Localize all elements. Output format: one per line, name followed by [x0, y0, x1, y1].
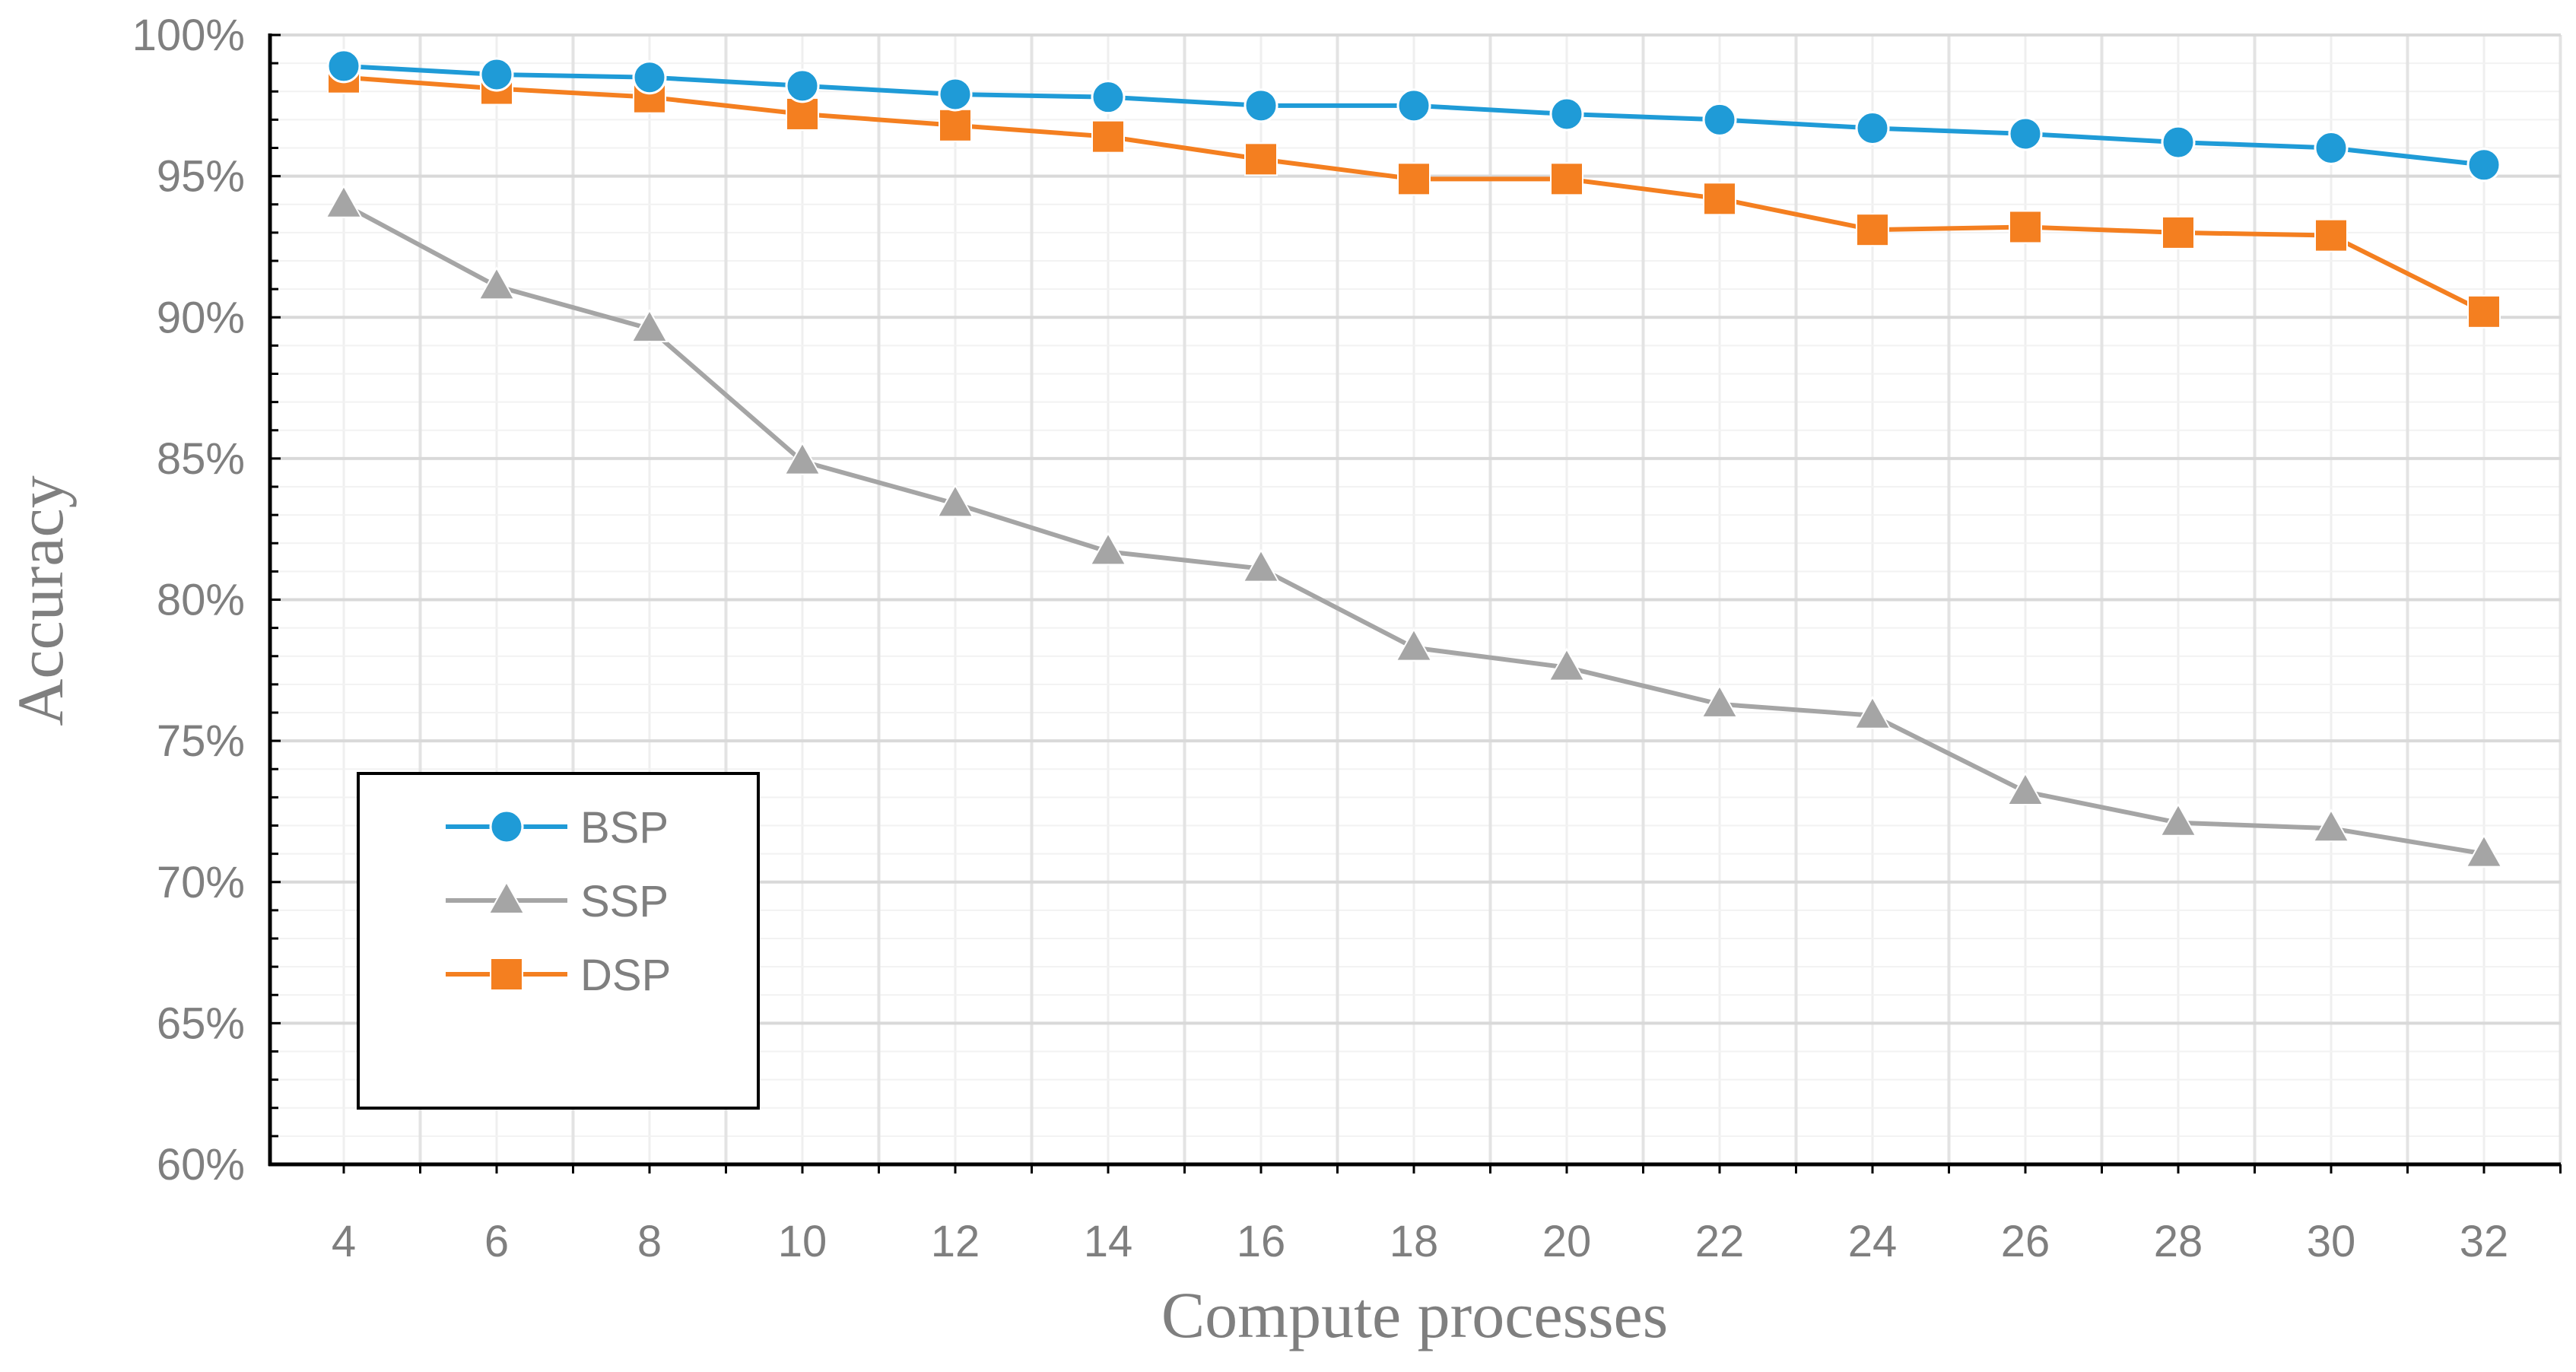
x-tick-label: 30: [2307, 1217, 2356, 1266]
ssp-point: [783, 441, 821, 475]
series-layer: [325, 49, 2503, 868]
legend-label-ssp: SSP: [580, 877, 669, 926]
dsp-point: [1856, 213, 1889, 247]
y-tick-label: 100%: [132, 11, 245, 60]
legend-box: [357, 772, 760, 1110]
bsp-point: [2314, 131, 2349, 165]
x-tick-label: 6: [484, 1217, 509, 1266]
ssp-point: [478, 266, 516, 300]
dsp-point: [1397, 162, 1431, 196]
ssp-point: [1701, 684, 1739, 718]
dsp-point: [1703, 182, 1736, 216]
x-tick-label: 28: [2154, 1217, 2203, 1266]
x-tick-label: 14: [1084, 1217, 1133, 1266]
dsp-point: [1091, 119, 1125, 154]
x-tick-label: 24: [1848, 1217, 1898, 1266]
dsp-point: [2161, 215, 2195, 249]
y-axis-title: Accuracy: [4, 475, 77, 726]
x-tick-label: 8: [637, 1217, 662, 1266]
bsp-point: [1702, 102, 1737, 137]
legend-item-ssp: SSP: [446, 877, 669, 926]
x-tick-label: 32: [2460, 1217, 2509, 1266]
y-tick-label: 80%: [157, 576, 245, 625]
bsp-series: [326, 49, 2501, 183]
dsp-point: [2009, 210, 2042, 244]
bsp-point: [2008, 116, 2043, 151]
y-tick-label: 75%: [157, 716, 245, 766]
bsp-point: [632, 60, 667, 95]
dsp-point: [1244, 142, 1278, 176]
bsp-point: [1549, 97, 1584, 132]
legend: BSP SSP DSP: [357, 772, 760, 1110]
bsp-point: [785, 68, 820, 103]
legend-marker-ssp: [488, 880, 526, 914]
bsp-point: [326, 49, 361, 84]
legend-label-dsp: DSP: [580, 951, 671, 1000]
x-tick-label: 26: [2001, 1217, 2050, 1266]
y-tick-label: 85%: [157, 434, 245, 484]
axis-ticks: 60% 65% 70% 75% 80% 85% 90% 95% 100% 4 6 8 10 12 14 16 1…: [132, 11, 2562, 1266]
y-tick-label: 90%: [157, 293, 245, 342]
legend-item-dsp: DSP: [446, 951, 671, 1000]
ssp-point: [2006, 771, 2044, 805]
x-tick-label: 16: [1237, 1217, 1286, 1266]
bsp-point: [2466, 148, 2501, 183]
bsp-point: [479, 57, 514, 92]
y-tick-label: 95%: [157, 152, 245, 202]
ssp-point: [2159, 802, 2197, 837]
y-tick-label: 70%: [157, 858, 245, 907]
legend-item-bsp: BSP: [446, 803, 669, 853]
x-tick-label: 12: [931, 1217, 980, 1266]
x-tick-label: 10: [778, 1217, 827, 1266]
bsp-point: [2161, 125, 2196, 160]
x-tick-label: 4: [332, 1217, 356, 1266]
bsp-point: [1855, 111, 1890, 146]
x-axis-title: Compute processes: [1161, 1278, 1668, 1351]
ssp-series: [325, 184, 2503, 868]
y-tick-label: 65%: [157, 999, 245, 1048]
x-tick-label: 22: [1695, 1217, 1745, 1266]
legend-marker-bsp: [489, 809, 524, 844]
ssp-point: [2312, 808, 2350, 843]
ssp-point: [631, 309, 669, 343]
bsp-point: [1244, 88, 1278, 123]
ssp-point: [325, 184, 363, 218]
legend-marker-dsp: [490, 958, 523, 991]
ssp-point: [1853, 695, 1892, 729]
ssp-point: [1395, 627, 1433, 662]
dsp-point: [2314, 218, 2348, 252]
x-tick-label: 18: [1390, 1217, 1439, 1266]
ssp-point: [1089, 532, 1127, 566]
ssp-point: [1548, 647, 1586, 681]
bsp-point: [938, 77, 973, 112]
dsp-point: [939, 108, 972, 142]
ssp-point: [2465, 834, 2503, 868]
x-tick-label: 20: [1542, 1217, 1592, 1266]
bsp-point: [1396, 88, 1431, 123]
legend-label-bsp: BSP: [580, 803, 669, 853]
dsp-point: [2467, 294, 2501, 329]
y-tick-label: 60%: [157, 1140, 245, 1189]
ssp-point: [1242, 548, 1280, 583]
ssp-point: [936, 484, 974, 518]
dsp-point: [1550, 162, 1583, 196]
bsp-point: [1091, 80, 1126, 115]
